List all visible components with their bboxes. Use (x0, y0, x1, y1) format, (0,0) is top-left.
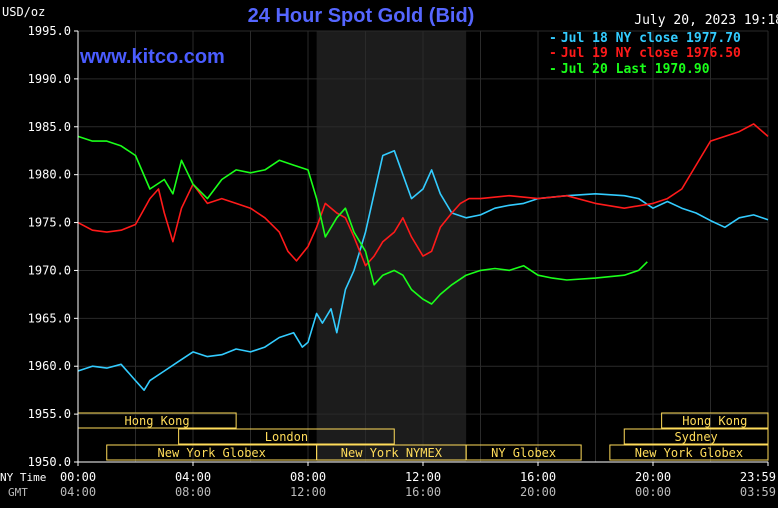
series-line-jul18 (77, 149, 769, 391)
legend-text-jul19: Jul 19 NY close 1976.50 (561, 46, 741, 61)
y-tick-label: 1965.0 (28, 311, 71, 325)
nymex-session-shade (316, 31, 467, 462)
y-tick-label: 1985.0 (28, 120, 71, 134)
legend-marker-jul19: - (549, 46, 557, 61)
x-tick-label-gmt: 00:00 (635, 485, 671, 499)
legend-entry-jul19: - Jul 19 NY close 1976.50 (549, 46, 741, 61)
x-tick-label-gmt: 03:59 (740, 485, 776, 499)
series-line-jul19 (77, 123, 769, 267)
y-tick-label: 1995.0 (28, 24, 71, 38)
x-tick-label-ny: 08:00 (290, 470, 326, 484)
session-band (661, 412, 769, 429)
x-tick-label-gmt: 16:00 (405, 485, 441, 499)
session-band-label: New York Globex (635, 446, 743, 460)
session-band (465, 444, 582, 461)
y-tick-label: 1990.0 (28, 72, 71, 86)
legend-text-jul18: Jul 18 NY close 1977.70 (561, 31, 741, 46)
axis-layer: 1995.0 1990.0 1985.0 1980.0 1975.0 1970.0 1965… (28, 24, 776, 499)
session-shade-layer (316, 31, 467, 462)
series-layer (77, 123, 769, 391)
x-tick-label-ny: 00:00 (60, 470, 96, 484)
x-tick-label-ny: 12:00 (405, 470, 441, 484)
y-tick-label: 1955.0 (28, 407, 71, 421)
x-tick-label-gmt: 20:00 (520, 485, 556, 499)
series-line-jul20 (77, 135, 648, 305)
session-band (623, 428, 769, 445)
x-tick-label-gmt: 04:00 (60, 485, 96, 499)
x-tick-label-ny: 04:00 (175, 470, 211, 484)
legend-text-jul20: Jul 20 Last 1970.90 (561, 62, 710, 77)
x-tick-label-ny: 23:59 (740, 470, 776, 484)
y-tick-label: 1970.0 (28, 263, 71, 277)
legend: - Jul 18 NY close 1977.70 - Jul 19 NY clos… (549, 31, 741, 77)
session-band (178, 428, 395, 445)
x-tick-label-ny: 16:00 (520, 470, 556, 484)
timestamp: July 20, 2023 19:18 (634, 13, 778, 28)
chart-title: 24 Hour Spot Gold (Bid) (248, 5, 475, 27)
session-band (609, 444, 769, 461)
session-band-label: Hong Kong (125, 414, 190, 428)
x-axis-label-ny: NY Time (0, 471, 46, 484)
x-tick-label-gmt: 08:00 (175, 485, 211, 499)
legend-marker-jul18: - (549, 31, 557, 46)
legend-entry-jul20: - Jul 20 Last 1970.90 (549, 62, 710, 77)
session-band-label: New York Globex (158, 446, 266, 460)
session-band-label: Sydney (674, 430, 717, 444)
legend-marker-jul20: - (549, 62, 557, 77)
x-tick-label-gmt: 12:00 (290, 485, 326, 499)
y-tick-label: 1950.0 (28, 455, 71, 469)
session-band-label: London (265, 430, 308, 444)
x-tick-label-ny: 20:00 (635, 470, 671, 484)
y-tick-label: 1980.0 (28, 168, 71, 182)
session-band-label: NY Globex (491, 446, 556, 460)
legend-entry-jul18: - Jul 18 NY close 1977.70 (549, 31, 741, 46)
y-axis-label: USD/oz (2, 5, 45, 19)
session-bands: Hong Kong Hong Kong London Sydney New York G… (77, 412, 769, 461)
x-axis-label-gmt: GMT (8, 486, 28, 499)
watermark: www.kitco.com (79, 46, 225, 68)
session-band-label: New York NYMEX (341, 446, 443, 460)
y-tick-label: 1975.0 (28, 216, 71, 230)
session-band-label: Hong Kong (682, 414, 747, 428)
y-tick-label: 1960.0 (28, 359, 71, 373)
